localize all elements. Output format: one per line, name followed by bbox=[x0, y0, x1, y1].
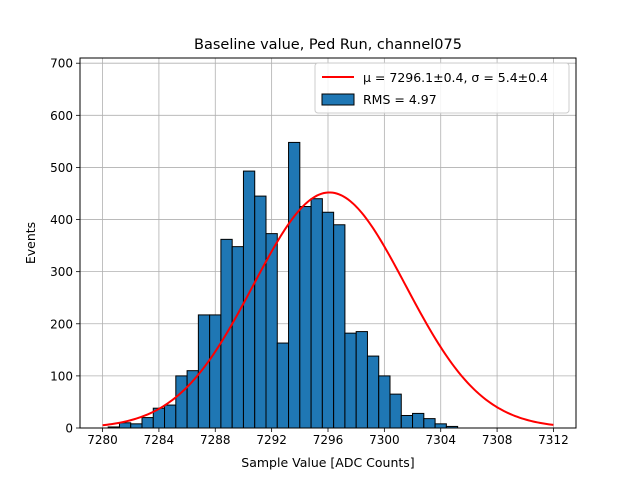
legend-histogram-label: RMS = 4.97 bbox=[363, 92, 437, 107]
x-tick-label: 7292 bbox=[256, 433, 287, 447]
x-tick-label: 7300 bbox=[369, 433, 400, 447]
legend-box bbox=[314, 62, 570, 114]
y-axis-label: Events bbox=[23, 222, 38, 264]
y-tick-label: 700 bbox=[50, 57, 73, 71]
legend: μ = 7296.1±0.4, σ = 5.4±0.4 RMS = 4.97 bbox=[314, 62, 570, 114]
histogram-bar bbox=[378, 375, 391, 429]
histogram-bar bbox=[299, 206, 312, 429]
histogram-bar bbox=[310, 198, 323, 429]
legend-histogram-patch bbox=[321, 93, 355, 106]
x-tick-label: 7288 bbox=[200, 433, 231, 447]
histogram-bar bbox=[321, 211, 335, 429]
histogram-bar bbox=[265, 233, 278, 429]
x-tick-label: 7284 bbox=[144, 433, 175, 447]
histogram-bar bbox=[130, 423, 143, 429]
x-tick-label: 7312 bbox=[538, 433, 569, 447]
y-tick-label: 500 bbox=[50, 161, 73, 175]
x-tick-label: 7296 bbox=[313, 433, 344, 447]
y-tick-label: 100 bbox=[50, 369, 73, 383]
histogram-bar bbox=[423, 418, 436, 429]
histogram-bar bbox=[209, 314, 222, 429]
histogram-bar bbox=[389, 393, 402, 429]
x-axis-ticks: 7280 7284 7288 7292 7296 7300 7304 7308 7312 bbox=[87, 428, 569, 447]
x-tick-label: 7280 bbox=[87, 433, 118, 447]
gaussian-fit-curve bbox=[102, 191, 554, 427]
histogram-bar bbox=[175, 375, 188, 429]
y-axis-ticks: 0 100 200 300 400 500 600 700 bbox=[50, 57, 80, 436]
y-tick-label: 200 bbox=[50, 317, 73, 331]
x-axis-label: Sample Value [ADC Counts] bbox=[241, 455, 414, 470]
legend-fit-label: μ = 7296.1±0.4, σ = 5.4±0.4 bbox=[363, 70, 548, 85]
histogram-bar bbox=[355, 331, 368, 429]
histogram-bar bbox=[254, 195, 267, 429]
histogram-bar bbox=[344, 332, 357, 429]
histogram-bar bbox=[434, 423, 447, 429]
y-tick-label: 300 bbox=[50, 265, 73, 279]
histogram-bar bbox=[366, 355, 380, 429]
histogram-bar bbox=[276, 342, 290, 429]
chart-title: Baseline value, Ped Run, channel075 bbox=[194, 37, 462, 53]
legend-fit-mu: μ = 7296.1±0.4, bbox=[363, 70, 471, 85]
histogram-bar bbox=[141, 417, 154, 429]
histogram-bar bbox=[400, 414, 414, 429]
histogram-bar bbox=[288, 141, 301, 429]
histogram-bar bbox=[118, 422, 132, 429]
histogram-bar bbox=[231, 246, 244, 429]
x-tick-label: 7308 bbox=[482, 433, 513, 447]
y-tick-label: 600 bbox=[50, 109, 73, 123]
y-tick-label: 0 bbox=[65, 422, 73, 436]
histogram-bar bbox=[333, 224, 346, 429]
histogram-bar bbox=[164, 404, 177, 429]
y-tick-label: 400 bbox=[50, 213, 73, 227]
histogram-bar bbox=[412, 412, 425, 429]
legend-fit-sigma: σ = 5.4±0.4 bbox=[471, 70, 548, 85]
histogram-bar bbox=[186, 370, 199, 429]
x-tick-label: 7304 bbox=[425, 433, 456, 447]
